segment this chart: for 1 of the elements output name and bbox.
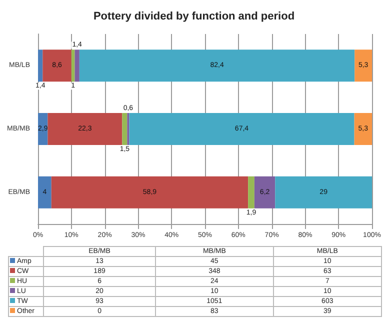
chart-title: Pottery divided by function and period: [93, 10, 295, 22]
